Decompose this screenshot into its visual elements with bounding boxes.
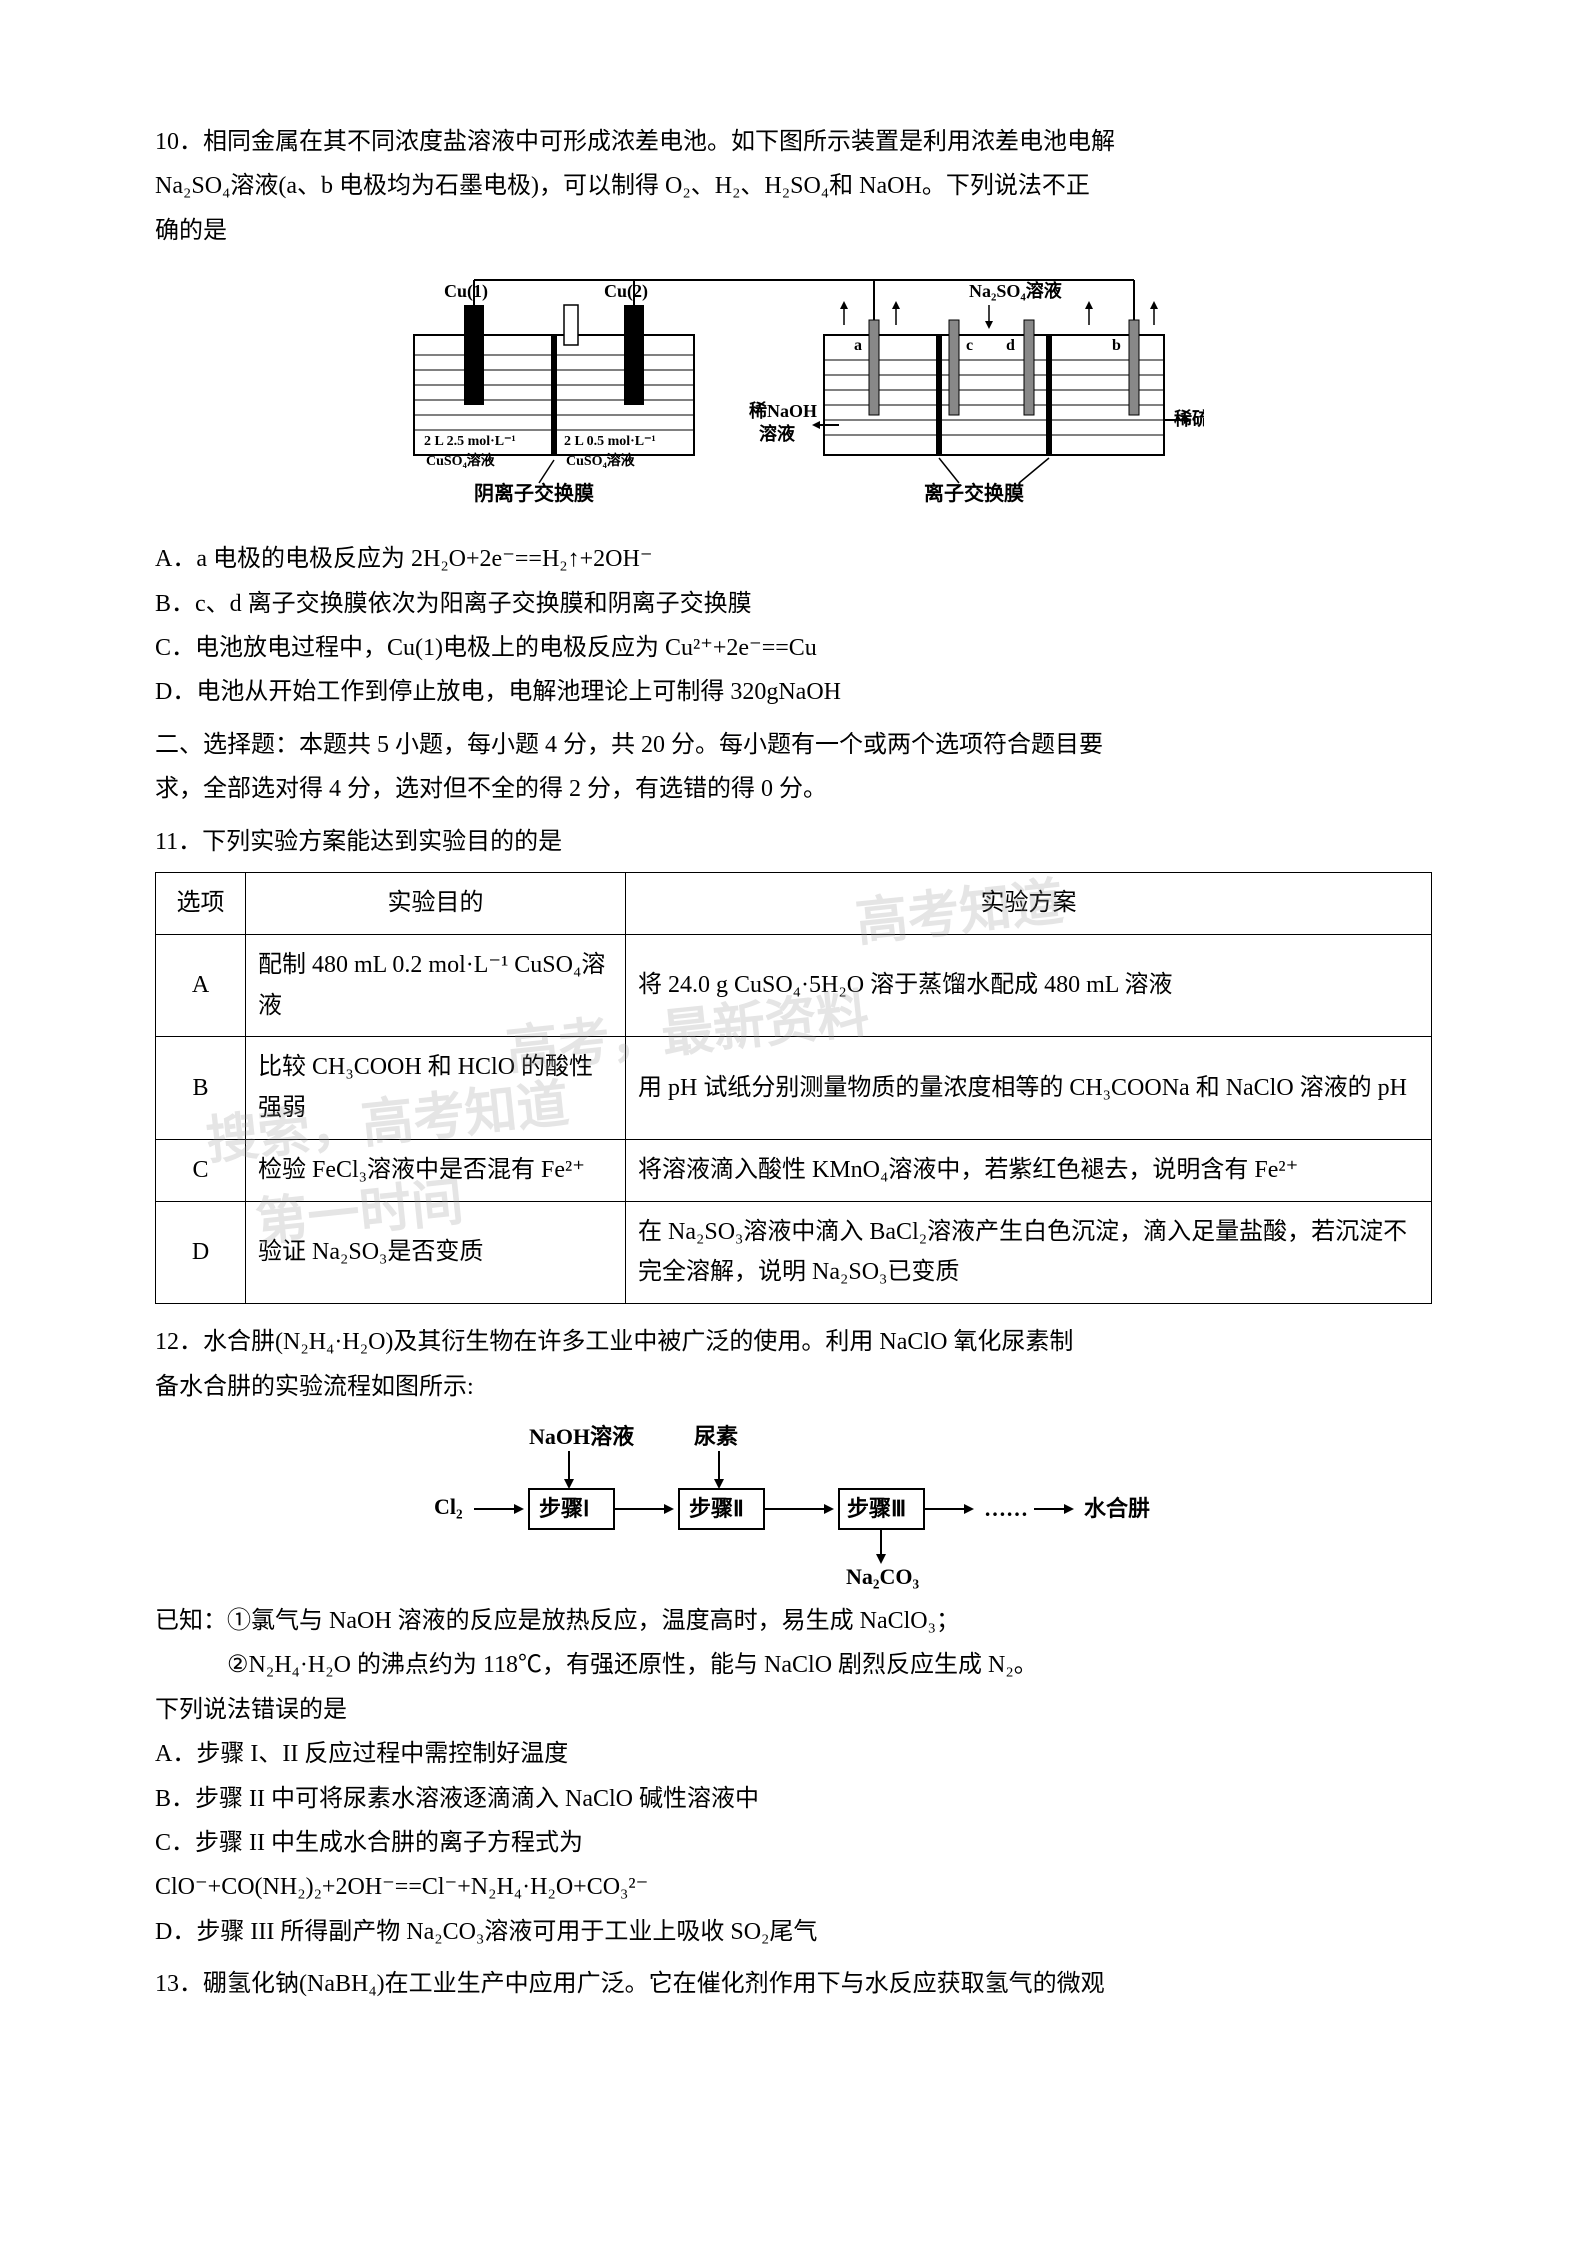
cell-plan: 将溶液滴入酸性 KMnO₄溶液中，若紫红色褪去，说明含有 Fe²⁺ bbox=[626, 1139, 1432, 1201]
q11-table-wrap: 选项 实验目的 实验方案 A 配制 480 mL 0.2 mol·L⁻¹ CuS… bbox=[155, 872, 1432, 1304]
q10-opt-c: C．电池放电过程中，Cu(1)电极上的电极反应为 Cu²⁺+2e⁻==Cu bbox=[155, 626, 1432, 670]
q11-text: 下列实验方案能达到实验目的的是 bbox=[202, 829, 562, 855]
conc2-label: 2 L 0.5 mol·L⁻¹ bbox=[564, 434, 656, 449]
naoh-in-label: NaOH溶液 bbox=[529, 1424, 634, 1449]
th-opt: 选项 bbox=[156, 872, 246, 934]
urea-label: 尿素 bbox=[694, 1424, 738, 1449]
q12-number: 12． bbox=[155, 1329, 203, 1355]
q12-text-1: 水合肼(N₂H₄·H₂O)及其衍生物在许多工业中被广泛的使用。利用 NaClO … bbox=[203, 1329, 1073, 1355]
th-plan: 实验方案 bbox=[626, 872, 1432, 934]
question-10: 10．相同金属在其不同浓度盐溶液中可形成浓差电池。如下图所示装置是利用浓差电池电… bbox=[155, 120, 1432, 715]
th-purpose: 实验目的 bbox=[246, 872, 626, 934]
electrode-b: b bbox=[1112, 337, 1121, 354]
q13-number: 13． bbox=[155, 1971, 203, 1997]
q11-number: 11． bbox=[155, 829, 202, 855]
q10-opt-d: D．电池从开始工作到停止放电，电解池理论上可制得 320gNaOH bbox=[155, 670, 1432, 714]
cl2-label: Cl₂ bbox=[434, 1494, 463, 1519]
q13-text: 硼氢化钠(NaBH₄)在工业生产中应用广泛。它在催化剂作用下与水反应获取氢气的微… bbox=[203, 1971, 1105, 1997]
q13-stem: 13．硼氢化钠(NaBH₄)在工业生产中应用广泛。它在催化剂作用下与水反应获取氢… bbox=[155, 1962, 1432, 2006]
sol1-label: CuSO₄溶液 bbox=[426, 452, 496, 469]
electrode-a: a bbox=[854, 337, 862, 354]
section-2-header: 二、选择题：本题共 5 小题，每小题 4 分，共 20 分。每小题有一个或两个选… bbox=[155, 723, 1432, 812]
table-row: A 配制 480 mL 0.2 mol·L⁻¹ CuSO₄溶液 将 24.0 g… bbox=[156, 934, 1432, 1037]
q11-stem: 11．下列实验方案能达到实验目的的是 bbox=[155, 820, 1432, 864]
cell-opt: C bbox=[156, 1139, 246, 1201]
q12-stem-2: 备水合肼的实验流程如图所示: bbox=[155, 1365, 1432, 1409]
flow-svg: Cl₂ NaOH溶液 步骤Ⅰ 尿素 步骤Ⅱ 步骤Ⅲ bbox=[414, 1419, 1174, 1589]
q10-stem-line2: Na₂SO₄溶液(a、b 电极均为石墨电极)，可以制得 O₂、H₂、H₂SO₄和… bbox=[155, 164, 1432, 208]
known-1: ①氯气与 NaOH 溶液的反应是放热反应，温度高时，易生成 NaClO₃； bbox=[227, 1608, 960, 1634]
q12-known-2: ②N₂H₄·H₂O 的沸点约为 118℃，有强还原性，能与 NaClO 剧烈反应… bbox=[155, 1643, 1432, 1687]
conc1-label: 2 L 2.5 mol·L⁻¹ bbox=[424, 434, 516, 449]
q10-text-1: 相同金属在其不同浓度盐溶液中可形成浓差电池。如下图所示装置是利用浓差电池电解 bbox=[203, 129, 1115, 155]
cu2-label: Cu(2) bbox=[604, 281, 648, 302]
cell-plan: 将 24.0 g CuSO₄·5H₂O 溶于蒸馏水配成 480 mL 溶液 bbox=[626, 934, 1432, 1037]
sec2-line1: 二、选择题：本题共 5 小题，每小题 4 分，共 20 分。每小题有一个或两个选… bbox=[155, 723, 1432, 767]
q10-stem-line1: 10．相同金属在其不同浓度盐溶液中可形成浓差电池。如下图所示装置是利用浓差电池电… bbox=[155, 120, 1432, 164]
sol2-label: CuSO₄溶液 bbox=[566, 452, 636, 469]
cell-purpose: 检验 FeCl₃溶液中是否混有 Fe²⁺ bbox=[246, 1139, 626, 1201]
q12-known: 已知：①氯气与 NaOH 溶液的反应是放热反应，温度高时，易生成 NaClO₃； bbox=[155, 1599, 1432, 1643]
table-header-row: 选项 实验目的 实验方案 bbox=[156, 872, 1432, 934]
q12-opt-c2: ClO⁻+CO(NH₂)₂+2OH⁻==Cl⁻+N₂H₄·H₂O+CO₃²⁻ bbox=[155, 1865, 1432, 1909]
cell-plan: 用 pH 试纸分别测量物质的量浓度相等的 CH₃COONa 和 NaClO 溶液… bbox=[626, 1037, 1432, 1140]
na2so4-label: Na₂SO₄溶液 bbox=[969, 280, 1063, 301]
table-row: C 检验 FeCl₃溶液中是否混有 Fe²⁺ 将溶液滴入酸性 KMnO₄溶液中，… bbox=[156, 1139, 1432, 1201]
electrochemistry-diagram: Cu(1) Cu(2) 2 L 2.5 mol·L⁻¹ CuSO₄溶液 2 L … bbox=[384, 265, 1204, 525]
q12-wrong: 下列说法错误的是 bbox=[155, 1688, 1432, 1732]
q10-opt-b: B．c、d 离子交换膜依次为阳离子交换膜和阴离子交换膜 bbox=[155, 582, 1432, 626]
question-13: 13．硼氢化钠(NaBH₄)在工业生产中应用广泛。它在催化剂作用下与水反应获取氢… bbox=[155, 1962, 1432, 2006]
product-label: 水合肼 bbox=[1084, 1496, 1150, 1521]
membrane-right-label: 离子交换膜 bbox=[924, 481, 1024, 505]
q12-opt-b: B．步骤 II 中可将尿素水溶液逐滴滴入 NaClO 碱性溶液中 bbox=[155, 1777, 1432, 1821]
q12-opt-c: C．步骤 II 中生成水合肼的离子方程式为 bbox=[155, 1821, 1432, 1865]
step1-label: 步骤Ⅰ bbox=[539, 1496, 590, 1521]
cell-opt: B bbox=[156, 1037, 246, 1140]
q12-opt-d: D．步骤 III 所得副产物 Na₂CO₃溶液可用于工业上吸收 SO₂尾气 bbox=[155, 1910, 1432, 1954]
q10-opt-a: A．a 电极的电极反应为 2H₂O+2e⁻==H₂↑+2OH⁻ bbox=[155, 537, 1432, 581]
table-row: B 比较 CH₃COOH 和 HClO 的酸性强弱 用 pH 试纸分别测量物质的… bbox=[156, 1037, 1432, 1140]
known-title: 已知： bbox=[155, 1608, 227, 1634]
q12-stem-1: 12．水合肼(N₂H₄·H₂O)及其衍生物在许多工业中被广泛的使用。利用 NaC… bbox=[155, 1320, 1432, 1364]
step3-label: 步骤Ⅲ bbox=[847, 1496, 906, 1521]
cu1-label: Cu(1) bbox=[444, 281, 488, 302]
q12-flowchart: Cl₂ NaOH溶液 步骤Ⅰ 尿素 步骤Ⅱ 步骤Ⅲ bbox=[155, 1419, 1432, 1589]
naoh-sol-label: 溶液 bbox=[759, 423, 796, 444]
step2-label: 步骤Ⅱ bbox=[689, 1496, 744, 1521]
q10-stem-line3: 确的是 bbox=[155, 209, 1432, 253]
cell-opt: A bbox=[156, 934, 246, 1037]
q12-opt-a: A．步骤 I、II 反应过程中需控制好温度 bbox=[155, 1732, 1432, 1776]
table-row: D 验证 Na₂SO₃是否变质 在 Na₂SO₃溶液中滴入 BaCl₂溶液产生白… bbox=[156, 1201, 1432, 1304]
sec2-line2: 求，全部选对得 4 分，选对但不全的得 2 分，有选错的得 0 分。 bbox=[155, 767, 1432, 811]
experiment-table: 选项 实验目的 实验方案 A 配制 480 mL 0.2 mol·L⁻¹ CuS… bbox=[155, 872, 1432, 1304]
cell-opt: D bbox=[156, 1201, 246, 1304]
dots-label: …… bbox=[984, 1496, 1028, 1521]
electrode-c: c bbox=[966, 337, 973, 354]
q10-diagram: Cu(1) Cu(2) 2 L 2.5 mol·L⁻¹ CuSO₄溶液 2 L … bbox=[155, 265, 1432, 525]
cell-purpose: 配制 480 mL 0.2 mol·L⁻¹ CuSO₄溶液 bbox=[246, 934, 626, 1037]
membrane-left-label: 阴离子交换膜 bbox=[474, 481, 594, 505]
naoh-label: 稀NaOH bbox=[749, 400, 817, 421]
cell-purpose: 比较 CH₃COOH 和 HClO 的酸性强弱 bbox=[246, 1037, 626, 1140]
q10-number: 10． bbox=[155, 129, 203, 155]
cell-plan: 在 Na₂SO₃溶液中滴入 BaCl₂溶液产生白色沉淀，滴入足量盐酸，若沉淀不完… bbox=[626, 1201, 1432, 1304]
question-11: 11．下列实验方案能达到实验目的的是 选项 实验目的 实验方案 A 配制 480… bbox=[155, 820, 1432, 1305]
question-12: 12．水合肼(N₂H₄·H₂O)及其衍生物在许多工业中被广泛的使用。利用 NaC… bbox=[155, 1320, 1432, 1954]
cell-purpose: 验证 Na₂SO₃是否变质 bbox=[246, 1201, 626, 1304]
na2co3-label: Na₂CO₃ bbox=[846, 1564, 919, 1589]
electrode-d: d bbox=[1006, 337, 1015, 354]
